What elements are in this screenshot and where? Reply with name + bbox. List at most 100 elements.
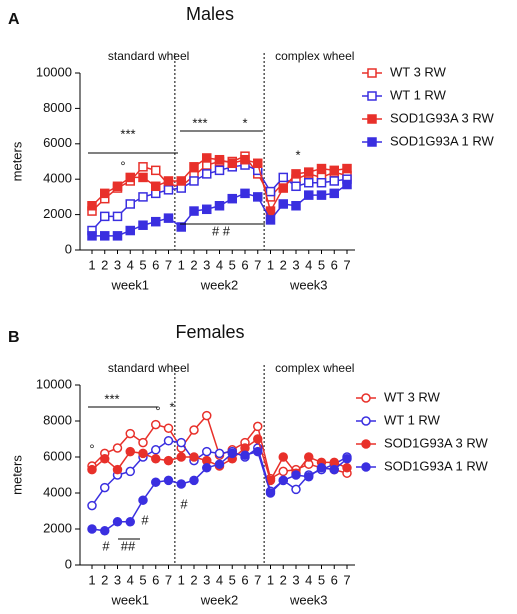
marker bbox=[163, 423, 174, 433]
chart-title: Females bbox=[175, 322, 244, 342]
annotation: ° bbox=[89, 441, 94, 456]
marker bbox=[240, 188, 250, 199]
marker bbox=[163, 436, 174, 446]
marker bbox=[253, 421, 263, 432]
legend-marker bbox=[361, 393, 371, 403]
legend-marker bbox=[367, 91, 377, 101]
marker bbox=[112, 211, 123, 222]
marker bbox=[87, 500, 97, 511]
legend-marker bbox=[367, 137, 377, 147]
marker bbox=[329, 165, 339, 176]
marker bbox=[329, 188, 339, 199]
panel-label: B bbox=[8, 329, 20, 346]
legend-marker bbox=[361, 462, 371, 472]
marker bbox=[278, 475, 288, 486]
x-tick-label: 6 bbox=[241, 257, 248, 272]
annotation: # bbox=[102, 538, 110, 553]
annotation: # bbox=[141, 512, 149, 527]
x-tick-label: 3 bbox=[114, 572, 121, 587]
marker bbox=[125, 225, 135, 236]
marker bbox=[112, 231, 123, 241]
marker bbox=[189, 176, 199, 186]
marker bbox=[342, 463, 352, 473]
marker bbox=[214, 154, 225, 165]
x-tick-label: 1 bbox=[267, 257, 274, 272]
x-tick-label: 1 bbox=[88, 572, 95, 587]
marker bbox=[151, 419, 161, 430]
marker bbox=[138, 192, 148, 202]
legend-label: WT 3 RW bbox=[390, 64, 447, 79]
x-tick-label: 6 bbox=[241, 572, 248, 587]
marker bbox=[304, 177, 314, 188]
marker bbox=[100, 454, 110, 464]
marker bbox=[214, 448, 225, 459]
x-tick-label: 2 bbox=[101, 257, 108, 272]
marker bbox=[112, 443, 123, 453]
x-tick-label: 3 bbox=[114, 257, 121, 272]
x-tick-label: 6 bbox=[152, 572, 159, 587]
annotation: # bbox=[180, 496, 188, 511]
marker bbox=[253, 446, 263, 457]
marker bbox=[112, 464, 123, 475]
marker bbox=[342, 454, 352, 464]
marker bbox=[189, 475, 199, 486]
y-tick-label: 10000 bbox=[36, 64, 72, 79]
x-tick-label: 4 bbox=[127, 257, 134, 272]
legend-label: WT 1 RW bbox=[384, 412, 441, 427]
marker bbox=[265, 215, 276, 225]
marker bbox=[138, 437, 148, 448]
marker bbox=[138, 220, 148, 230]
marker bbox=[278, 452, 288, 462]
x-tick-label: 2 bbox=[280, 572, 287, 587]
annotation: ° bbox=[120, 158, 125, 173]
x-tick-label: 6 bbox=[152, 257, 159, 272]
annotation: # # bbox=[212, 223, 231, 238]
x-tick-label: 7 bbox=[254, 257, 261, 272]
marker bbox=[112, 181, 123, 192]
x-tick-label: 4 bbox=[216, 257, 223, 272]
x-tick-label: 7 bbox=[165, 257, 172, 272]
marker bbox=[202, 463, 212, 473]
marker bbox=[202, 446, 212, 457]
marker bbox=[202, 204, 212, 215]
marker bbox=[227, 193, 237, 204]
marker bbox=[163, 176, 174, 186]
legend-label: SOD1G93A 1 RW bbox=[384, 458, 489, 473]
x-tick-label: 3 bbox=[203, 572, 210, 587]
legend-marker bbox=[367, 68, 377, 78]
group-label: week3 bbox=[289, 277, 328, 292]
marker bbox=[125, 172, 135, 183]
marker bbox=[151, 477, 161, 487]
x-tick-label: 5 bbox=[229, 572, 236, 587]
marker bbox=[138, 495, 148, 505]
marker bbox=[291, 181, 301, 192]
chart-title: Males bbox=[186, 4, 234, 24]
legend-label: WT 3 RW bbox=[384, 389, 441, 404]
annotation: * bbox=[242, 115, 247, 130]
marker bbox=[100, 211, 110, 222]
x-tick-label: 3 bbox=[203, 257, 210, 272]
marker bbox=[100, 231, 110, 241]
marker bbox=[87, 524, 97, 534]
group-label: week1 bbox=[110, 592, 149, 607]
annotation: *** bbox=[104, 391, 119, 406]
marker bbox=[151, 181, 161, 192]
marker bbox=[189, 425, 199, 435]
section-label: complex wheel bbox=[275, 49, 354, 63]
legend-marker bbox=[367, 114, 377, 124]
marker bbox=[304, 167, 314, 177]
x-tick-label: 2 bbox=[190, 257, 197, 272]
marker bbox=[291, 484, 301, 495]
y-tick-label: 0 bbox=[65, 556, 72, 571]
annotation: ° bbox=[155, 403, 160, 418]
y-tick-label: 4000 bbox=[43, 171, 72, 186]
legend-label: SOD1G93A 3 RW bbox=[384, 435, 489, 450]
section-label: complex wheel bbox=[275, 361, 354, 375]
group-label: week2 bbox=[200, 592, 239, 607]
x-tick-label: 7 bbox=[254, 572, 261, 587]
marker bbox=[316, 163, 327, 174]
marker bbox=[227, 448, 237, 459]
marker bbox=[291, 169, 301, 179]
marker bbox=[100, 188, 110, 199]
y-tick-label: 8000 bbox=[43, 412, 72, 427]
